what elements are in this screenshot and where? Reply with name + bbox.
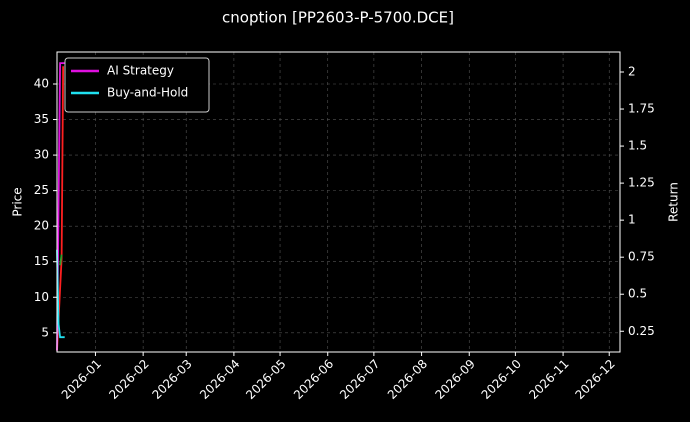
y2-axis-label: Return [667,182,681,222]
y-tick-label: 40 [34,76,49,90]
x-tick-label: 2026-03 [149,357,194,402]
y2-tick-label: 1.75 [628,102,655,116]
y2-tick-label: 0.25 [628,324,655,338]
y2-tick-label: 1.5 [628,139,647,153]
y-tick-label: 25 [34,183,49,197]
x-tick-label: 2026-11 [526,357,571,402]
y-tick-label: 10 [34,290,49,304]
y2-tick-label: 2 [628,65,636,79]
y2-tick-label: 1.25 [628,176,655,190]
x-tick-label: 2026-06 [291,357,336,402]
x-tick-label: 2026-01 [59,357,104,402]
series-line [56,62,65,351]
y-tick-label: 5 [41,325,49,339]
x-tick-label: 2026-10 [479,357,524,402]
y-tick-label: 30 [34,148,49,162]
x-tick-label: 2026-09 [432,357,477,402]
legend-label: Buy-and-Hold [107,86,188,100]
x-tick-label: 2026-08 [385,357,430,402]
y-tick-label: 35 [34,112,49,126]
y2-tick-label: 1 [628,213,636,227]
legend-box [64,57,210,113]
series-line [56,249,65,339]
y2-tick-label: 0.5 [628,287,647,301]
x-tick-label: 2026-07 [337,357,382,402]
series-line [59,254,63,266]
y-tick-label: 15 [34,254,49,268]
y-axis-label: Price [11,187,25,216]
x-tick-label: 2026-02 [106,357,151,402]
y-tick-label: 20 [34,219,49,233]
x-tick-label: 2026-04 [197,357,242,402]
x-tick-label: 2026-12 [572,357,617,402]
plot-frame [56,51,621,353]
legend-label: AI Strategy [107,64,174,78]
chart-title: cnoption [PP2603-P-5700.DCE] [222,9,454,27]
x-tick-label: 2026-05 [243,357,288,402]
y2-tick-label: 0.75 [628,250,655,264]
